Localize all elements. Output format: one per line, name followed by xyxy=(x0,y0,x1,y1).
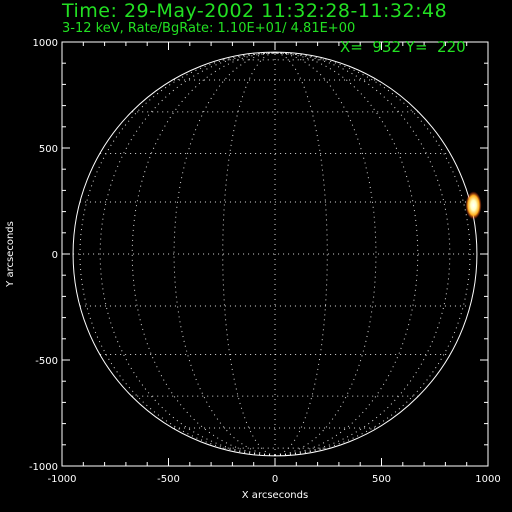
image-field xyxy=(62,42,488,466)
axis-ticks xyxy=(61,41,489,467)
observation-time-title: Time: 29-May-2002 11:32:28-11:32:48 xyxy=(62,0,448,22)
x-tick-label: 1000 xyxy=(475,474,500,485)
longitude-line xyxy=(274,52,451,456)
longitude-line xyxy=(99,52,276,456)
x-tick-labels: -1000 -500 0 500 1000 xyxy=(47,474,500,485)
solar-limb xyxy=(72,51,478,457)
x-tick-label: 500 xyxy=(372,474,391,485)
y-axis-label: Y arcseconds xyxy=(5,221,16,288)
flare-source xyxy=(465,191,482,220)
energy-rate-subtitle: 3-12 keV, Rate/BgRate: 1.10E+01/ 4.81E+0… xyxy=(62,21,356,36)
y-tick-labels: 1000 500 0 -500 -1000 xyxy=(29,38,58,473)
cursor-coordinate-readout: X= 932 Y= 220 xyxy=(340,38,466,56)
y-tick-label: 1000 xyxy=(33,38,58,49)
y-tick-label: 500 xyxy=(39,144,58,155)
y-tick-label: -1000 xyxy=(29,462,58,473)
x-tick-label: -500 xyxy=(157,474,180,485)
heliographic-grid xyxy=(73,52,477,456)
y-tick-label: -500 xyxy=(35,356,58,367)
y-tick-label: 0 xyxy=(52,250,58,261)
x-axis-label: X arcseconds xyxy=(242,490,308,501)
x-tick-label: -1000 xyxy=(47,474,76,485)
x-tick-label: 0 xyxy=(272,474,278,485)
